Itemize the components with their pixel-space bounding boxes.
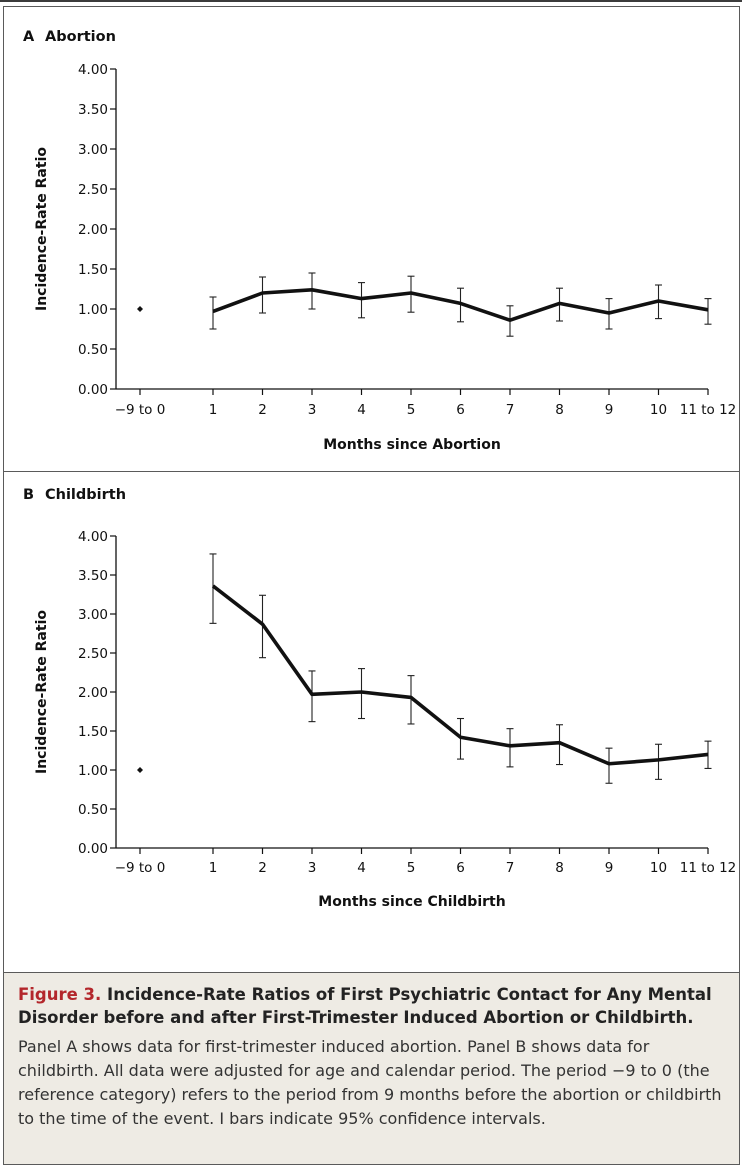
- panel-letter: A: [23, 29, 35, 45]
- y-tick-label: 2.00: [78, 222, 108, 238]
- x-tick-label: 6: [456, 860, 465, 876]
- series-line: [211, 584, 709, 766]
- y-tick-label: 1.50: [78, 724, 108, 740]
- y-tick-label: 3.50: [78, 102, 108, 118]
- y-axis-title: Incidence-Rate Ratio: [34, 610, 50, 774]
- caption-title-text: Incidence-Rate Ratios of First Psychiatr…: [18, 985, 712, 1027]
- x-tick-label: 1: [209, 402, 218, 418]
- x-tick-label: 9: [605, 860, 614, 876]
- x-tick-label: 8: [555, 860, 564, 876]
- caption-body: Panel A shows data for first-trimester i…: [18, 1037, 722, 1128]
- y-tick-label: 1.00: [78, 763, 108, 779]
- figure-caption: Figure 3. Incidence-Rate Ratios of First…: [4, 972, 739, 1164]
- x-tick-label: 4: [357, 860, 366, 876]
- y-tick-label: 2.50: [78, 182, 108, 198]
- x-tick-label: 8: [555, 402, 564, 418]
- x-axis-title: Months since Abortion: [323, 437, 501, 453]
- x-tick-label: 10: [650, 402, 667, 418]
- y-tick-label: 4.00: [78, 62, 108, 78]
- x-tick-label: 11 to 12: [680, 860, 737, 876]
- x-tick-label: −9 to 0: [115, 860, 166, 876]
- x-tick-label: 2: [258, 860, 267, 876]
- x-tick-label: 2: [258, 402, 267, 418]
- y-tick-label: 0.50: [78, 802, 108, 818]
- y-tick-label: 0.50: [78, 342, 108, 358]
- x-tick-label: 3: [308, 402, 317, 418]
- y-tick-label: 0.00: [78, 841, 108, 857]
- panel-a: A Abortion 0.00 0.50 1.00 1.50 2.00 2.50 3.00 3.5…: [3, 6, 740, 472]
- x-tick-label: 7: [506, 402, 515, 418]
- panel-letter: B: [23, 487, 34, 503]
- reference-point: [137, 767, 143, 773]
- panel-title: Childbirth: [45, 487, 126, 503]
- x-tick-label: 5: [407, 860, 416, 876]
- series-line: [212, 287, 709, 323]
- y-tick-label: 2.00: [78, 685, 108, 701]
- chart-b: B Childbirth 0.00 0.50 1.00 1.50 2.00 2.50 3.00 3…: [23, 487, 737, 910]
- y-tick-label: 1.50: [78, 262, 108, 278]
- y-tick-label: 3.00: [78, 142, 108, 158]
- panel-title: Abortion: [45, 29, 116, 45]
- y-tick-label: 2.50: [78, 646, 108, 662]
- caption-title: Figure 3. Incidence-Rate Ratios of First…: [18, 983, 725, 1029]
- y-tick-label: 3.50: [78, 568, 108, 584]
- x-tick-label: −9 to 0: [115, 402, 166, 418]
- chart-a: A Abortion 0.00 0.50 1.00 1.50 2.00 2.50 3.00 3.5…: [23, 29, 737, 453]
- x-tick-label: 5: [407, 402, 416, 418]
- y-tick-label: 4.00: [78, 529, 108, 545]
- x-tick-label: 11 to 12: [680, 402, 737, 418]
- x-tick-label: 9: [605, 402, 614, 418]
- x-tick-label: 6: [456, 402, 465, 418]
- y-tick-label: 3.00: [78, 607, 108, 623]
- x-tick-label: 1: [209, 860, 218, 876]
- x-tick-label: 4: [357, 402, 366, 418]
- reference-point: [137, 306, 143, 312]
- figure-label: Figure 3.: [18, 985, 102, 1004]
- x-tick-label: 3: [308, 860, 317, 876]
- x-tick-label: 7: [506, 860, 515, 876]
- y-tick-label: 1.00: [78, 302, 108, 318]
- x-tick-label: 10: [650, 860, 667, 876]
- x-axis-title: Months since Childbirth: [318, 894, 505, 910]
- top-rule: [0, 0, 742, 2]
- y-tick-label: 0.00: [78, 382, 108, 398]
- figure-frame: [3, 6, 740, 1165]
- y-axis-title: Incidence-Rate Ratio: [34, 147, 50, 311]
- panel-b: B Childbirth 0.00 0.50 1.00 1.50 2.00 2.50 3.00 3…: [3, 472, 740, 972]
